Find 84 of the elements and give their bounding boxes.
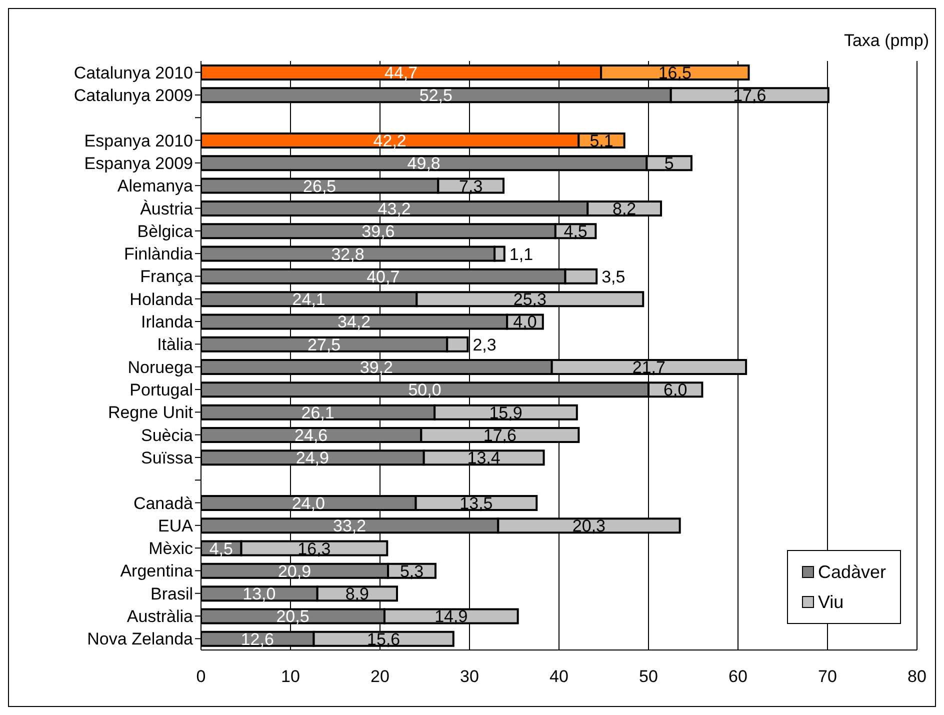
data-label: 5	[664, 154, 674, 174]
data-label: 24,9	[296, 448, 329, 468]
y-tick-label: Alemanya	[117, 176, 194, 196]
data-label: 8,9	[345, 584, 369, 604]
x-tick-label: 30	[460, 667, 479, 686]
y-tick-label: Suïssa	[141, 448, 194, 468]
y-tick-label: Catalunya 2010	[74, 63, 193, 82]
y-tick-label: Irlanda	[141, 312, 194, 332]
data-label: 26,5	[303, 176, 336, 196]
data-label: 8,2	[612, 199, 636, 218]
y-tick-label: Àustria	[140, 199, 194, 218]
y-tick-label: Canadà	[133, 494, 194, 513]
data-label: 20,9	[278, 562, 312, 581]
data-label: 2,3	[472, 335, 496, 354]
y-tick-label: Holanda	[130, 290, 194, 309]
data-label: 4,5	[564, 222, 588, 242]
x-tick-label: 0	[196, 667, 206, 686]
data-label: 17,6	[483, 426, 516, 445]
y-tick-label: Argentina	[120, 562, 194, 581]
data-label: 44,7	[384, 64, 418, 83]
data-label: 39,2	[360, 358, 393, 378]
data-label: 1,1	[509, 244, 534, 264]
data-label: 4,0	[513, 312, 537, 332]
x-tick-label: 80	[908, 667, 926, 686]
data-label: 6,0	[664, 380, 688, 400]
data-label: 20,3	[572, 516, 606, 536]
data-label: 32,8	[331, 244, 364, 264]
y-tick-label: Suècia	[141, 426, 194, 445]
legend-label: Cadàver	[818, 561, 886, 584]
y-tick-label: Austràlia	[126, 607, 194, 626]
data-label: 24,1	[292, 290, 326, 310]
data-label: 17,6	[733, 86, 766, 106]
data-label: 4,5	[209, 539, 233, 558]
y-tick-label: Noruega	[128, 358, 194, 377]
data-label: 16,3	[298, 539, 331, 558]
y-tick-label: EUA	[158, 516, 194, 536]
data-label: 21,7	[632, 358, 666, 378]
data-label: 27,5	[308, 335, 341, 354]
data-label: 15,9	[489, 403, 522, 422]
data-label: 20,5	[276, 607, 310, 626]
x-tick-label: 10	[281, 667, 300, 686]
y-tick-label: Espanya 2010	[84, 131, 193, 150]
data-label: 14,9	[434, 607, 468, 626]
data-label: 12,6	[240, 630, 274, 649]
data-label: 25,3	[513, 290, 546, 310]
data-label: 43,2	[378, 199, 411, 218]
data-label: 7,3	[459, 176, 483, 196]
data-label: 5,1	[590, 131, 614, 150]
data-label: 3,5	[602, 267, 626, 286]
data-label: 33,2	[333, 516, 366, 536]
data-label: 50,0	[408, 380, 442, 400]
data-label: 39,6	[362, 222, 395, 242]
y-tick-label: Finlàndia	[124, 244, 194, 264]
y-tick-label: Bèlgica	[137, 222, 194, 241]
y-tick-label: Itàlia	[157, 335, 194, 354]
data-label: 42,2	[373, 131, 406, 150]
data-label: 13,4	[467, 448, 500, 468]
x-tick-label: 60	[728, 667, 748, 686]
data-label: 24,0	[292, 494, 325, 513]
data-label: 24,6	[294, 426, 328, 445]
x-axis-title: Taxa (pmp)	[844, 31, 929, 51]
y-tick-label: Regne Unit	[108, 403, 194, 422]
x-tick-label: 40	[550, 667, 568, 686]
y-tick-label: Mèxic	[148, 539, 194, 558]
data-label: 5,3	[400, 562, 424, 581]
x-tick-label: 50	[639, 667, 658, 686]
data-label: 40,7	[366, 267, 400, 286]
data-label: 16,5	[658, 64, 692, 83]
x-tick-label: 70	[818, 667, 837, 686]
x-tick-label: 20	[370, 667, 390, 686]
legend-label: Viu	[818, 591, 844, 614]
y-tick-label: Brasil	[150, 584, 193, 604]
data-label: 49,8	[407, 154, 440, 174]
data-label: 15,6	[367, 630, 400, 649]
data-label: 13,5	[460, 494, 493, 513]
data-label: 34,2	[338, 312, 371, 332]
data-label: 52,5	[419, 86, 452, 106]
data-label: 13,0	[242, 584, 276, 604]
y-tick-label: Nova Zelanda	[87, 630, 194, 649]
data-label: 26,1	[301, 403, 334, 422]
y-tick-label: Espanya 2009	[84, 154, 193, 173]
y-tick-label: Catalunya 2009	[74, 86, 193, 106]
y-tick-label: Portugal	[130, 380, 193, 400]
y-tick-label: França	[140, 267, 194, 286]
